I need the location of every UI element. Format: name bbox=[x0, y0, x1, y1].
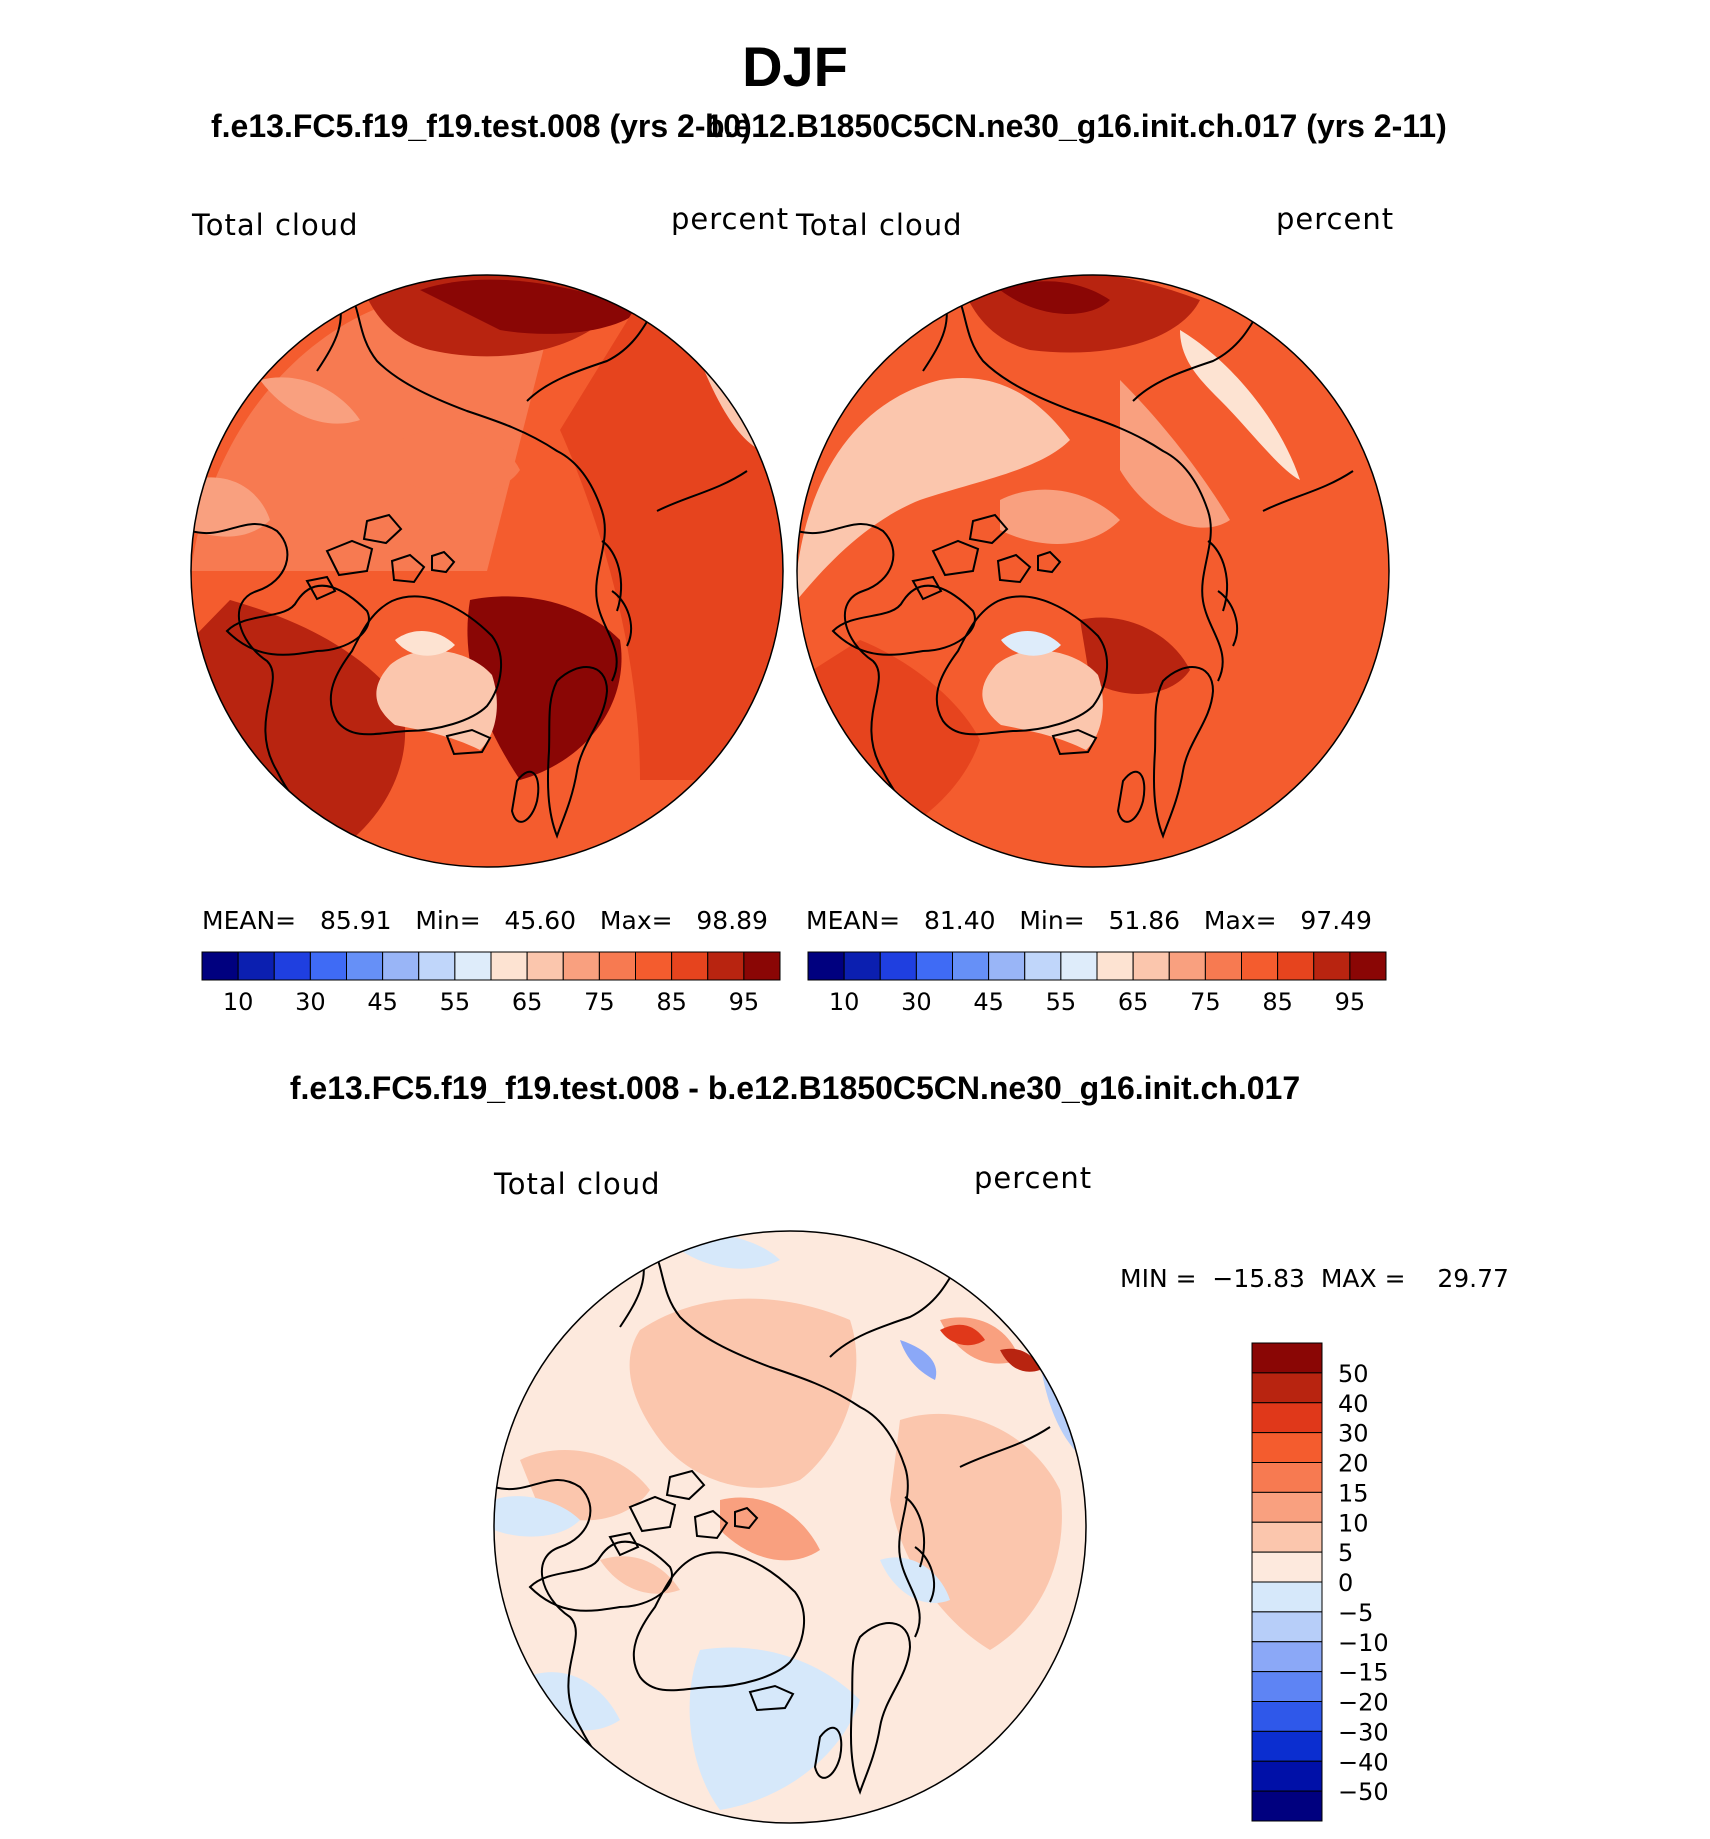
colorbar-3-tick-label: 30 bbox=[1338, 1420, 1369, 1448]
colorbar-1-tick-label: 75 bbox=[584, 988, 615, 1016]
colorbar-3-box-9 bbox=[1251, 1611, 1323, 1643]
difference-title: f.e13.FC5.f19_f19.test.008 - b.e12.B1850… bbox=[289, 1070, 1301, 1106]
colorbar-2-tick-label: 10 bbox=[829, 988, 860, 1016]
colorbar-2-box-13 bbox=[1277, 951, 1315, 981]
colorbar-3-box-6 bbox=[1251, 1521, 1323, 1553]
colorbar-1-box-15 bbox=[743, 951, 781, 981]
colorbar-3-box-5 bbox=[1251, 1491, 1323, 1523]
colorbar-2-tick-label: 85 bbox=[1262, 988, 1293, 1016]
panel1-map bbox=[191, 275, 783, 867]
panel1-stats: MEAN= 85.91 Min= 45.60 Max= 98.89 bbox=[202, 906, 768, 935]
panel2-case-title: b.e12.B1850C5CN.ne30_g16.init.ch.017 (yr… bbox=[705, 108, 1447, 144]
colorbar-2-box-14 bbox=[1313, 951, 1351, 981]
colorbar-1-tick-label: 30 bbox=[295, 988, 326, 1016]
colorbar-3-tick-label: 15 bbox=[1338, 1479, 1369, 1507]
colorbar-1-box-3 bbox=[309, 951, 347, 981]
colorbar-3-box-2 bbox=[1251, 1402, 1323, 1434]
colorbar-3-tick-label: −40 bbox=[1338, 1748, 1389, 1776]
colorbar-3-box-10 bbox=[1251, 1641, 1323, 1673]
colorbar-2-tick-label: 65 bbox=[1118, 988, 1149, 1016]
colorbar-2-tick-label: 95 bbox=[1335, 988, 1366, 1016]
page-title: DJF bbox=[742, 35, 848, 98]
colorbar-2-box-3 bbox=[915, 951, 953, 981]
colorbar-1-tick-label: 65 bbox=[512, 988, 543, 1016]
colorbar-3-box-14 bbox=[1251, 1760, 1323, 1792]
difference-map bbox=[494, 1231, 1086, 1823]
colorbar-1-box-7 bbox=[454, 951, 492, 981]
colorbar-1-box-12 bbox=[635, 951, 673, 981]
colorbar-3-box-11 bbox=[1251, 1671, 1323, 1702]
colorbar-2-box-12 bbox=[1241, 951, 1279, 981]
colorbar-3-box-7 bbox=[1251, 1551, 1323, 1583]
colorbar-2-box-5 bbox=[988, 951, 1026, 981]
colorbar-2-box-6 bbox=[1024, 951, 1062, 981]
colorbar-1-tick-label: 10 bbox=[223, 988, 254, 1016]
colorbar-3-tick-label: 40 bbox=[1338, 1390, 1369, 1418]
panel1-map-border bbox=[190, 274, 784, 868]
colorbar-2-box-1 bbox=[843, 951, 881, 981]
colorbar-1-tick-label: 95 bbox=[729, 988, 760, 1016]
colorbar-2-box-4 bbox=[952, 951, 990, 981]
colorbar-1-tick-label: 55 bbox=[440, 988, 471, 1016]
colorbar-2-box-9 bbox=[1132, 951, 1170, 981]
panel2-map bbox=[797, 275, 1389, 867]
panel1-case-title: f.e13.FC5.f19_f19.test.008 (yrs 2-10) bbox=[211, 108, 752, 144]
colorbar-2-tick-label: 75 bbox=[1190, 988, 1221, 1016]
colorbar-3-tick-label: −20 bbox=[1338, 1689, 1389, 1717]
colorbar-3-tick-label: 10 bbox=[1338, 1509, 1369, 1537]
difference-field-label: Total cloud bbox=[494, 1167, 661, 1201]
colorbar-2-tick-label: 45 bbox=[973, 988, 1004, 1016]
difference-map-border bbox=[493, 1230, 1087, 1824]
colorbar-2-box-15 bbox=[1349, 951, 1387, 981]
colorbar-2-box-2 bbox=[879, 951, 917, 981]
colorbar-3-tick-label: −5 bbox=[1338, 1599, 1373, 1627]
colorbar-3-tick-label: 20 bbox=[1338, 1450, 1369, 1478]
colorbar-3-box-15 bbox=[1251, 1790, 1323, 1822]
colorbar-2-box-11 bbox=[1204, 951, 1242, 981]
colorbar-1-box-13 bbox=[671, 951, 709, 981]
colorbar-3-box-1 bbox=[1251, 1372, 1323, 1404]
difference-stats: MIN = −15.83 MAX = 29.77 bbox=[1120, 1264, 1509, 1293]
colorbar-1-box-0 bbox=[201, 951, 239, 981]
colorbar-3-box-12 bbox=[1251, 1701, 1323, 1732]
colorbar-1-box-1 bbox=[237, 951, 275, 981]
colorbar-1-box-9 bbox=[526, 951, 564, 981]
panel2-field-label: Total cloud bbox=[796, 208, 963, 242]
colorbar-1-box-4 bbox=[346, 951, 384, 981]
colorbar-3-tick-label: −10 bbox=[1338, 1629, 1389, 1657]
colorbar-2-box-7 bbox=[1060, 951, 1098, 981]
colorbar-2-tick-label: 55 bbox=[1046, 988, 1077, 1016]
panel1-units: percent bbox=[671, 202, 790, 236]
colorbar-3-tick-label: 50 bbox=[1338, 1360, 1369, 1388]
colorbar-3-tick-label: 0 bbox=[1338, 1569, 1353, 1597]
panel1-field-label: Total cloud bbox=[192, 208, 359, 242]
panel2-stats: MEAN= 81.40 Min= 51.86 Max= 97.49 bbox=[806, 906, 1372, 935]
colorbar-1-box-10 bbox=[562, 951, 600, 981]
colorbar-1-tick-label: 85 bbox=[656, 988, 687, 1016]
panel2-units: percent bbox=[1276, 202, 1395, 236]
colorbar-2-box-8 bbox=[1096, 951, 1134, 981]
colorbar-1-box-11 bbox=[598, 951, 636, 981]
colorbar-3-box-3 bbox=[1251, 1432, 1323, 1463]
colorbar-2-box-0 bbox=[807, 951, 845, 981]
colorbar-3-tick-label: −30 bbox=[1338, 1718, 1389, 1746]
colorbar-3-tick-label: 5 bbox=[1338, 1539, 1353, 1567]
colorbar-3-box-13 bbox=[1251, 1730, 1323, 1762]
colorbar-1-box-14 bbox=[707, 951, 745, 981]
colorbar-2-box-10 bbox=[1168, 951, 1206, 981]
colorbar-2-tick-label: 30 bbox=[901, 988, 932, 1016]
colorbar-3-box-4 bbox=[1251, 1462, 1323, 1493]
difference-units: percent bbox=[974, 1161, 1093, 1195]
colorbar-1-tick-label: 45 bbox=[367, 988, 398, 1016]
colorbar-1-box-5 bbox=[382, 951, 420, 981]
colorbar-3-box-0 bbox=[1251, 1342, 1323, 1374]
colorbar-3-tick-label: −50 bbox=[1338, 1778, 1389, 1806]
colorbar-3-box-8 bbox=[1251, 1581, 1323, 1613]
colorbar-1-box-2 bbox=[273, 951, 311, 981]
colorbar-1-box-8 bbox=[490, 951, 528, 981]
colorbar-3-tick-label: −15 bbox=[1338, 1659, 1389, 1687]
colorbar-1-box-6 bbox=[418, 951, 456, 981]
panel2-map-border bbox=[796, 274, 1390, 868]
